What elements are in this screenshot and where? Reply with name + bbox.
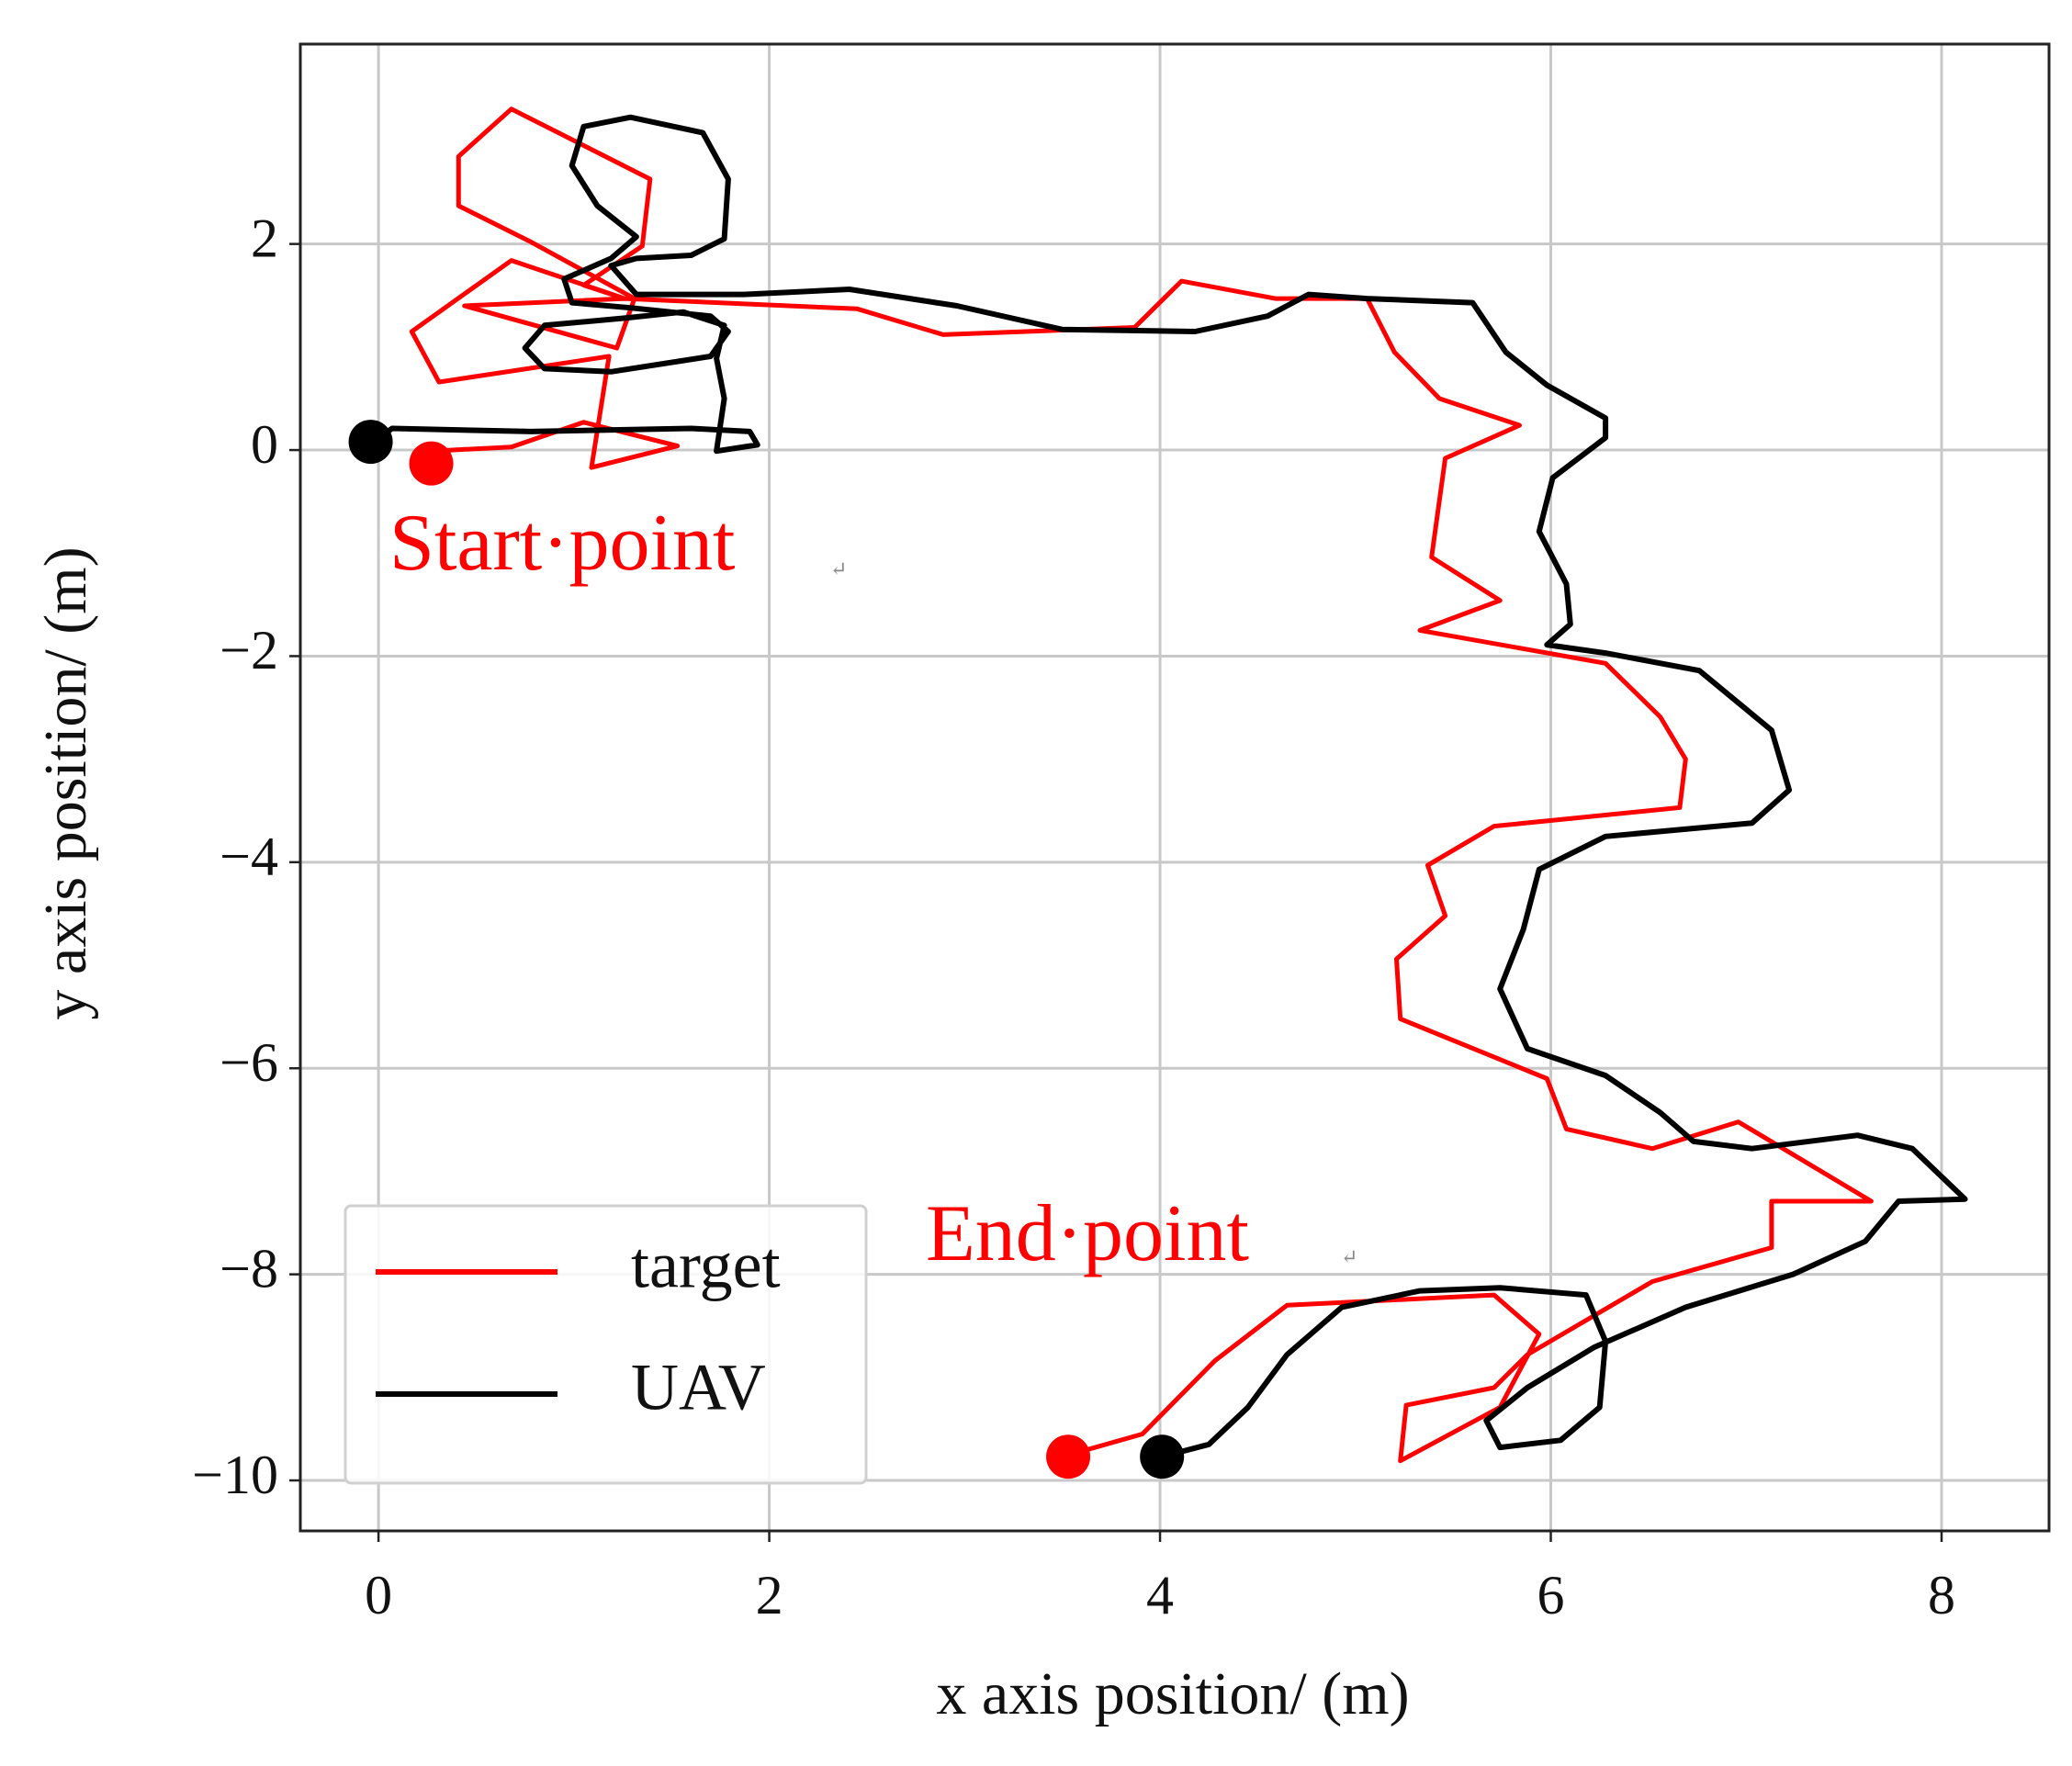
annotation-mark: ↵: [830, 557, 847, 580]
annotation: End·point: [926, 1189, 1249, 1278]
x-tick-label: 2: [756, 1565, 783, 1625]
end-point: [1046, 1434, 1091, 1479]
x-tick-label: 6: [1537, 1565, 1565, 1625]
x-tick-label: 8: [1928, 1565, 1955, 1625]
legend-label: UAV: [631, 1351, 766, 1424]
y-tick-label: 0: [251, 414, 278, 475]
x-axis-label: x axis position/ (m): [936, 1660, 1409, 1727]
plot-frame: [298, 42, 2051, 1533]
start-point: [348, 420, 393, 465]
y-tick-label: −6: [220, 1032, 278, 1093]
series-line: [369, 114, 1968, 1460]
y-tick-label: 2: [251, 208, 278, 268]
legend-box: [343, 1204, 868, 1485]
x-tick-label: 0: [365, 1565, 392, 1625]
annotation-mark: ↵: [1341, 1245, 1357, 1268]
legend-label: target: [631, 1229, 781, 1302]
series-line: [409, 107, 1874, 1464]
y-tick-label: −10: [192, 1445, 278, 1505]
y-tick-label: −4: [220, 827, 278, 887]
y-tick-label: −8: [220, 1238, 278, 1299]
end-point: [1140, 1434, 1185, 1479]
y-tick-label: −2: [220, 620, 278, 681]
x-tick-label: 4: [1146, 1565, 1174, 1625]
start-point: [409, 441, 454, 486]
y-axis-label: y axis position/ (m): [32, 546, 99, 1019]
annotation: Start·point: [389, 499, 735, 588]
